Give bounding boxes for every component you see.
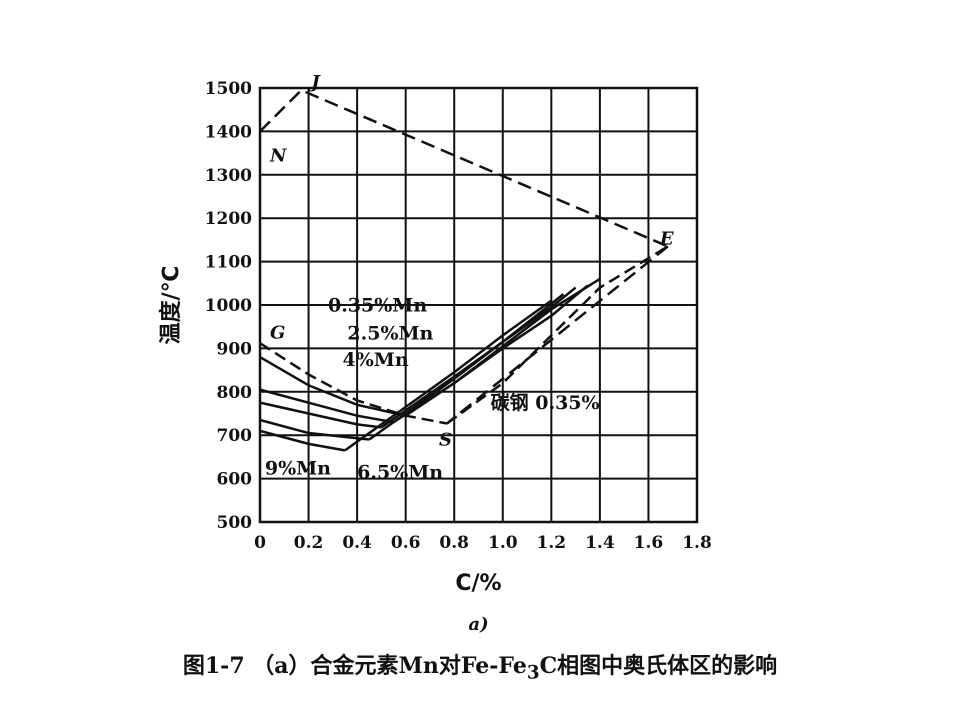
plot-border xyxy=(258,86,699,524)
tick-labels: 0 0.2 0.4 0.6 0.8 1.0 1.2 1.4 1.6 1.8 500 600 700 800… xyxy=(205,79,712,553)
point-label: S xyxy=(439,429,452,450)
y-tick-label: 1500 xyxy=(205,79,252,99)
x-tick-label: 1.6 xyxy=(634,533,664,553)
y-tick-label: 1000 xyxy=(205,296,252,316)
series-es-line xyxy=(344,299,553,452)
series-gs-line xyxy=(259,355,406,417)
y-axis-label: 温度/℃ xyxy=(158,266,184,345)
x-tick-label: 1.4 xyxy=(585,533,615,553)
caption-prefix: 图1-7 （a）合金元素Mn对Fe-Fe xyxy=(182,653,527,679)
y-tick-label: 600 xyxy=(217,470,253,490)
x-axis-label: C/% xyxy=(455,571,501,596)
figure-caption: 图1-7 （a）合金元素Mn对Fe-Fe3C相图中奥氏体区的影响 xyxy=(0,648,960,683)
series-annotation: 6.5%Mn xyxy=(357,462,443,484)
y-tick-label: 1400 xyxy=(205,122,252,142)
y-tick-label: 700 xyxy=(217,426,253,446)
x-tick-label: 0.4 xyxy=(342,533,372,553)
x-tick-label: 1.0 xyxy=(488,533,518,553)
y-tick-label: 1100 xyxy=(205,253,252,273)
point-label: E xyxy=(659,228,674,249)
y-tick-label: 900 xyxy=(217,339,253,359)
point-label: N xyxy=(269,145,288,166)
boundary-NJE xyxy=(259,88,669,248)
series-gs-line xyxy=(259,429,346,452)
y-tick-label: 1200 xyxy=(205,209,252,229)
y-tick-label: 500 xyxy=(217,513,253,533)
subfigure-label: a) xyxy=(468,614,488,635)
boundary-ES xyxy=(446,245,669,425)
x-tick-label: 0.2 xyxy=(294,533,324,553)
x-tick-label: 0.6 xyxy=(391,533,421,553)
x-tick-label: 1.2 xyxy=(537,533,567,553)
x-tick-label: 0.8 xyxy=(439,533,469,553)
plot-frame xyxy=(258,86,699,524)
curves xyxy=(259,88,669,452)
series-es-line xyxy=(446,245,669,425)
point-label: J xyxy=(308,72,321,93)
annotations: J N E G S 0.35%Mn 2.5%Mn 4%Mn 碳钢 0.35% 9%Mn 6.5%Mn xyxy=(265,72,674,483)
x-tick-label: 0 xyxy=(254,533,266,553)
series-es-line xyxy=(392,284,589,424)
x-tick-label: 1.8 xyxy=(682,533,712,553)
series-es-line xyxy=(368,293,565,441)
caption-suffix: C相图中奥氏体区的影响 xyxy=(539,653,778,679)
point-label: G xyxy=(270,322,285,343)
y-tick-label: 800 xyxy=(217,383,253,403)
series-annotation: 碳钢 0.35% xyxy=(491,391,600,414)
series-gs-line xyxy=(259,401,382,429)
series-annotation: 0.35%Mn xyxy=(328,295,427,317)
series-annotation: 4%Mn xyxy=(343,349,409,371)
series-annotation: 2.5%Mn xyxy=(347,323,433,345)
caption-subscript: 3 xyxy=(526,662,540,684)
series-gs-line xyxy=(259,388,394,424)
series-annotation: 9%Mn xyxy=(265,457,331,479)
y-tick-label: 1300 xyxy=(205,166,252,186)
series-gs-line xyxy=(259,342,448,425)
